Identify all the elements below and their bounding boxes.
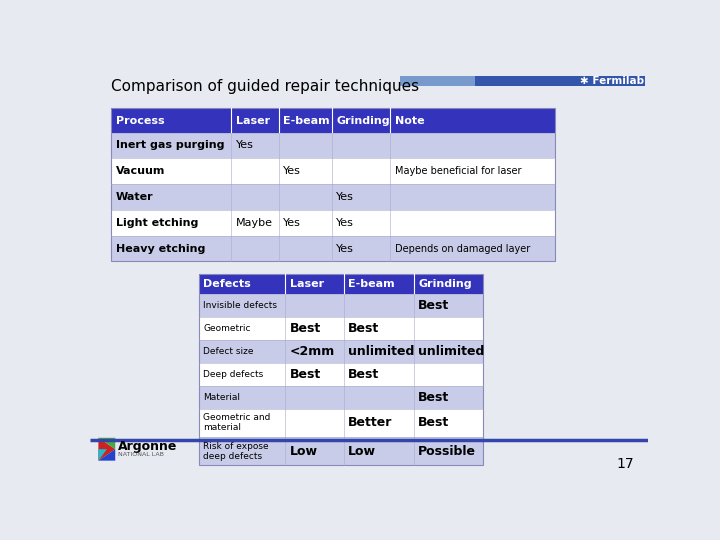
Bar: [199, 363, 483, 386]
Text: Yes: Yes: [235, 140, 253, 151]
Text: E-beam: E-beam: [348, 279, 395, 289]
Text: Best: Best: [418, 416, 449, 429]
Text: Best: Best: [348, 322, 379, 335]
Text: Yes: Yes: [336, 218, 354, 228]
Text: Water: Water: [116, 192, 153, 202]
Polygon shape: [99, 449, 115, 461]
Bar: [199, 340, 483, 363]
Text: Risk of expose
deep defects: Risk of expose deep defects: [203, 442, 269, 461]
Text: Deep defects: Deep defects: [203, 370, 264, 379]
Text: Process: Process: [116, 116, 164, 125]
Text: Vacuum: Vacuum: [116, 166, 165, 176]
Text: Yes: Yes: [336, 244, 354, 254]
Text: Argonne: Argonne: [118, 440, 178, 453]
Text: Yes: Yes: [336, 192, 354, 202]
Bar: [111, 158, 555, 184]
Text: Best: Best: [289, 368, 321, 381]
Text: Depends on damaged layer: Depends on damaged layer: [395, 244, 530, 254]
Bar: [199, 386, 483, 409]
Bar: [199, 317, 483, 340]
Text: Maybe: Maybe: [235, 218, 273, 228]
Text: Laser: Laser: [235, 116, 270, 125]
Bar: [111, 235, 555, 261]
Text: Inert gas purging: Inert gas purging: [116, 140, 224, 151]
Text: Possible: Possible: [418, 444, 476, 457]
Text: <2mm: <2mm: [289, 345, 335, 358]
Bar: [199, 409, 483, 437]
Polygon shape: [99, 438, 115, 461]
Text: Note: Note: [395, 116, 424, 125]
Text: Grinding: Grinding: [336, 116, 390, 125]
Text: Yes: Yes: [283, 166, 301, 176]
Text: unlimited: unlimited: [348, 345, 415, 358]
Polygon shape: [99, 438, 115, 449]
Text: Low: Low: [348, 444, 377, 457]
Text: unlimited: unlimited: [418, 345, 485, 358]
Text: Invisible defects: Invisible defects: [203, 301, 277, 310]
Text: Best: Best: [418, 391, 449, 404]
Text: Heavy etching: Heavy etching: [116, 244, 205, 254]
Text: Defect size: Defect size: [203, 347, 253, 356]
Text: NATIONAL LAB: NATIONAL LAB: [118, 453, 164, 457]
Text: Geometric and
material: Geometric and material: [203, 413, 271, 433]
Text: Low: Low: [289, 444, 318, 457]
Bar: [111, 109, 555, 133]
Bar: [111, 184, 555, 210]
Text: Light etching: Light etching: [116, 218, 198, 228]
Polygon shape: [99, 449, 107, 461]
Bar: [400, 76, 475, 86]
Bar: [199, 274, 483, 465]
Text: Better: Better: [348, 416, 392, 429]
Text: Best: Best: [418, 299, 449, 312]
Text: Comparison of guided repair techniques: Comparison of guided repair techniques: [111, 79, 419, 94]
Text: Laser: Laser: [289, 279, 324, 289]
Bar: [111, 210, 555, 235]
Text: Best: Best: [289, 322, 321, 335]
Text: 17: 17: [616, 457, 634, 471]
Bar: [199, 294, 483, 317]
Bar: [199, 274, 483, 294]
Text: Yes: Yes: [283, 218, 301, 228]
Bar: [199, 437, 483, 465]
Text: Maybe beneficial for laser: Maybe beneficial for laser: [395, 166, 521, 176]
Text: Defects: Defects: [203, 279, 251, 289]
Text: Best: Best: [348, 368, 379, 381]
Text: ✱ Fermilab: ✱ Fermilab: [580, 76, 644, 86]
Bar: [475, 76, 645, 86]
Text: E-beam: E-beam: [283, 116, 330, 125]
Bar: [111, 109, 555, 261]
Text: Grinding: Grinding: [418, 279, 472, 289]
Text: Material: Material: [203, 393, 240, 402]
Text: Geometric: Geometric: [203, 324, 251, 333]
Bar: [111, 133, 555, 158]
